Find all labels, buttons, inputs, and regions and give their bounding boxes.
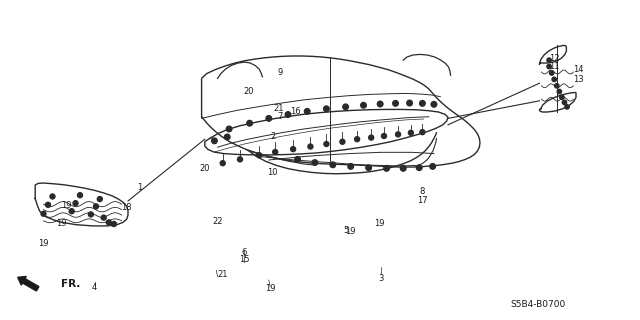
- Text: 20: 20: [200, 164, 210, 173]
- Circle shape: [547, 58, 551, 62]
- Text: FR.: FR.: [61, 279, 80, 289]
- Circle shape: [366, 165, 371, 171]
- Text: 19: 19: [61, 201, 72, 210]
- Circle shape: [563, 100, 566, 105]
- Circle shape: [273, 149, 278, 155]
- Circle shape: [401, 165, 406, 171]
- Circle shape: [560, 95, 564, 100]
- Circle shape: [212, 138, 217, 144]
- FancyArrow shape: [18, 276, 39, 291]
- Circle shape: [552, 77, 556, 82]
- Text: 18: 18: [122, 203, 132, 212]
- Text: S5B4-B0700: S5B4-B0700: [510, 300, 565, 309]
- Text: 4: 4: [92, 284, 97, 292]
- Text: 19: 19: [56, 219, 67, 228]
- Circle shape: [257, 153, 262, 158]
- Text: 20: 20: [243, 87, 253, 96]
- Circle shape: [220, 161, 225, 166]
- Circle shape: [227, 126, 232, 132]
- Text: 19: 19: [38, 239, 49, 248]
- Text: 19: 19: [374, 220, 384, 228]
- Circle shape: [111, 221, 116, 227]
- Text: 19: 19: [346, 228, 356, 236]
- Text: 21: 21: [218, 270, 228, 279]
- Circle shape: [50, 194, 55, 199]
- Text: 10: 10: [267, 168, 277, 177]
- Text: 12: 12: [549, 54, 559, 63]
- Text: 16: 16: [291, 107, 301, 116]
- Text: 3: 3: [379, 274, 384, 283]
- Circle shape: [348, 164, 353, 169]
- Circle shape: [557, 89, 561, 94]
- Text: 5: 5: [343, 226, 348, 235]
- Circle shape: [369, 135, 374, 140]
- Text: 17: 17: [417, 196, 428, 205]
- Circle shape: [312, 160, 317, 165]
- Circle shape: [41, 211, 46, 216]
- Circle shape: [361, 102, 366, 108]
- Circle shape: [305, 108, 310, 114]
- Circle shape: [393, 100, 398, 106]
- Circle shape: [396, 132, 401, 137]
- Circle shape: [324, 106, 329, 112]
- Text: 7: 7: [278, 112, 283, 121]
- Circle shape: [266, 116, 271, 121]
- Circle shape: [343, 104, 348, 110]
- Circle shape: [291, 147, 296, 152]
- Circle shape: [285, 112, 291, 117]
- Circle shape: [408, 130, 413, 135]
- Text: 6: 6: [242, 248, 247, 257]
- Circle shape: [295, 156, 300, 162]
- Circle shape: [384, 165, 389, 171]
- Circle shape: [431, 101, 436, 107]
- Circle shape: [97, 196, 102, 202]
- Circle shape: [550, 71, 554, 75]
- Circle shape: [555, 84, 559, 88]
- Text: 2: 2: [270, 132, 275, 141]
- Circle shape: [340, 139, 345, 144]
- Circle shape: [430, 164, 435, 169]
- Circle shape: [330, 162, 335, 168]
- Text: 1: 1: [137, 183, 142, 192]
- Text: 11: 11: [549, 62, 559, 71]
- Circle shape: [324, 141, 329, 147]
- Text: 9: 9: [278, 68, 283, 77]
- Circle shape: [420, 100, 425, 106]
- Circle shape: [101, 215, 106, 220]
- Circle shape: [378, 101, 383, 107]
- Circle shape: [93, 204, 99, 209]
- Circle shape: [355, 137, 360, 142]
- Circle shape: [106, 220, 111, 225]
- Circle shape: [237, 157, 243, 162]
- Circle shape: [69, 209, 74, 214]
- Circle shape: [381, 133, 387, 139]
- Circle shape: [45, 202, 51, 207]
- Text: 21: 21: [274, 104, 284, 113]
- Circle shape: [88, 212, 93, 217]
- Circle shape: [73, 201, 78, 206]
- Text: 13: 13: [573, 75, 584, 84]
- Text: 8: 8: [420, 188, 425, 196]
- Circle shape: [417, 165, 422, 171]
- Circle shape: [565, 105, 569, 109]
- Circle shape: [407, 100, 412, 106]
- Text: 22: 22: [212, 217, 223, 226]
- Circle shape: [308, 144, 313, 149]
- Circle shape: [547, 64, 551, 69]
- Circle shape: [247, 120, 252, 126]
- Circle shape: [420, 130, 425, 135]
- Circle shape: [77, 193, 83, 198]
- Text: 14: 14: [573, 65, 584, 74]
- Text: 15: 15: [239, 255, 250, 264]
- Text: 19: 19: [265, 284, 275, 293]
- Circle shape: [225, 134, 230, 140]
